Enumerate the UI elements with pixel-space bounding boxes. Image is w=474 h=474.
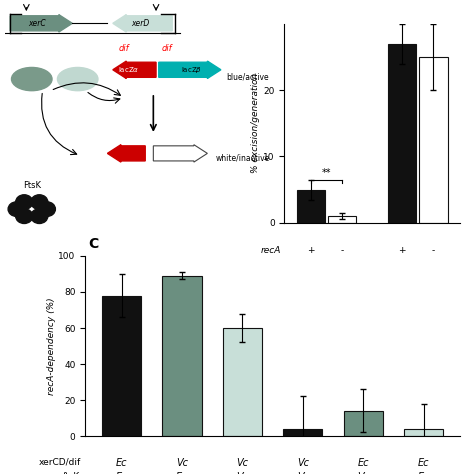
Text: Para: Para xyxy=(11,0,28,2)
Bar xyxy=(283,429,322,436)
Circle shape xyxy=(31,195,48,210)
Bar xyxy=(328,216,356,223)
Text: **: ** xyxy=(322,168,331,178)
Text: FtsK: FtsK xyxy=(23,182,41,191)
Circle shape xyxy=(16,209,33,223)
Text: Vc: Vc xyxy=(176,458,188,468)
Text: ftsK: ftsK xyxy=(63,472,81,474)
Bar xyxy=(102,296,141,436)
Text: +: + xyxy=(307,246,314,255)
Text: +: + xyxy=(398,246,406,255)
Text: lacZ$\beta$: lacZ$\beta$ xyxy=(181,65,202,75)
Text: xerC: xerC xyxy=(28,19,46,28)
Ellipse shape xyxy=(57,67,98,91)
FancyArrow shape xyxy=(113,15,172,32)
Text: Ec: Ec xyxy=(176,472,188,474)
Text: dif: dif xyxy=(162,44,172,53)
Text: C: C xyxy=(88,237,99,251)
Bar xyxy=(344,411,383,436)
Y-axis label: % excision/generation: % excision/generation xyxy=(251,73,260,173)
Text: dif: dif xyxy=(118,44,129,53)
FancyArrow shape xyxy=(153,145,207,162)
Text: Vc: Vc xyxy=(297,458,309,468)
FancyArrow shape xyxy=(10,15,72,32)
Text: blue/active: blue/active xyxy=(226,72,269,81)
Text: Vc: Vc xyxy=(297,472,309,474)
Text: Vc: Vc xyxy=(412,279,423,288)
Text: -: - xyxy=(341,246,344,255)
Circle shape xyxy=(38,202,55,217)
Text: recA: recA xyxy=(261,246,281,255)
Bar xyxy=(419,57,447,223)
Text: Vc: Vc xyxy=(237,458,248,468)
Text: Ec: Ec xyxy=(116,472,128,474)
Text: -: - xyxy=(432,246,435,255)
Text: lacZ$\alpha$: lacZ$\alpha$ xyxy=(118,65,140,74)
Text: Vc: Vc xyxy=(237,472,248,474)
Text: white/inactive: white/inactive xyxy=(216,154,270,163)
Circle shape xyxy=(31,209,48,223)
Bar xyxy=(404,429,443,436)
FancyArrow shape xyxy=(108,145,145,162)
Y-axis label: recA-dependency (%): recA-dependency (%) xyxy=(46,297,55,395)
Bar xyxy=(297,190,325,223)
Bar xyxy=(388,44,416,223)
Text: Ec: Ec xyxy=(116,458,128,468)
Text: xerD: xerD xyxy=(131,19,149,28)
Ellipse shape xyxy=(11,67,52,91)
Circle shape xyxy=(8,202,25,217)
Text: Ec: Ec xyxy=(418,472,429,474)
Text: Ec: Ec xyxy=(357,458,369,468)
FancyArrow shape xyxy=(113,61,156,79)
Text: Vc: Vc xyxy=(357,472,369,474)
Text: xerCD/dif: xerCD/dif xyxy=(38,458,81,467)
Circle shape xyxy=(16,195,33,210)
Text: Ec: Ec xyxy=(418,458,429,468)
Bar xyxy=(162,276,201,436)
FancyArrow shape xyxy=(159,61,221,79)
Bar xyxy=(223,328,262,436)
Text: Ec: Ec xyxy=(321,279,332,288)
Text: Plac: Plac xyxy=(159,0,175,2)
